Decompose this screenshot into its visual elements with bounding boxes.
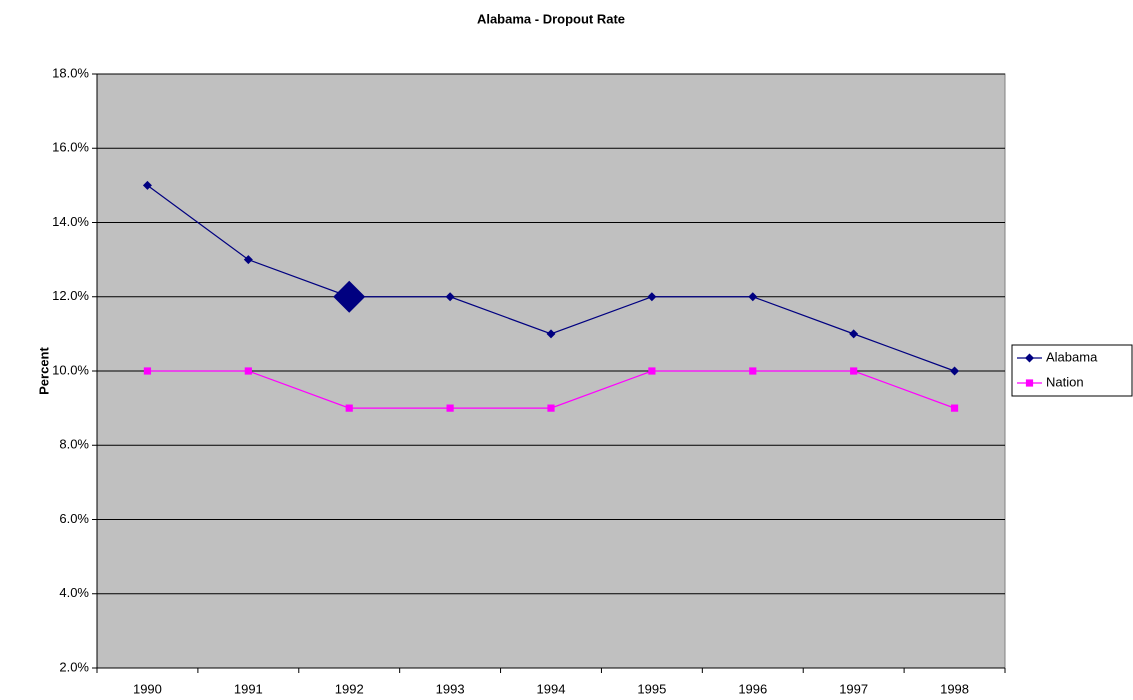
x-tick-label: 1993 bbox=[436, 681, 465, 696]
x-tick-label: 1992 bbox=[335, 681, 364, 696]
x-tick-label: 1994 bbox=[537, 681, 566, 696]
y-tick-label: 2.0% bbox=[59, 659, 89, 674]
y-tick-label: 4.0% bbox=[59, 585, 89, 600]
data-point bbox=[143, 367, 152, 375]
data-point bbox=[243, 255, 253, 265]
y-tick-label: 14.0% bbox=[52, 214, 89, 229]
data-point bbox=[547, 404, 555, 412]
x-tick-label: 1998 bbox=[940, 681, 969, 696]
legend-label: Nation bbox=[1046, 374, 1084, 389]
data-point bbox=[749, 367, 757, 375]
data-point bbox=[850, 367, 858, 375]
y-tick-label: 18.0% bbox=[52, 65, 89, 80]
y-tick-label: 6.0% bbox=[59, 511, 89, 526]
x-tick-label: 1996 bbox=[738, 681, 767, 696]
y-tick-label: 12.0% bbox=[52, 288, 89, 303]
x-tick-label: 1995 bbox=[637, 681, 666, 696]
x-tick-label: 1997 bbox=[839, 681, 868, 696]
data-point bbox=[244, 367, 252, 375]
data-point bbox=[345, 404, 353, 412]
data-point bbox=[546, 329, 556, 339]
y-axis-label: Percent bbox=[36, 346, 51, 394]
chart-title: Alabama - Dropout Rate bbox=[477, 11, 625, 26]
data-point bbox=[142, 180, 152, 190]
data-point bbox=[333, 280, 366, 313]
x-tick-label: 1991 bbox=[234, 681, 263, 696]
y-tick-label: 10.0% bbox=[52, 362, 89, 377]
legend-box bbox=[1011, 344, 1133, 397]
data-point bbox=[446, 404, 454, 412]
data-point bbox=[849, 329, 859, 339]
data-point bbox=[445, 292, 455, 302]
data-point bbox=[647, 292, 657, 302]
y-tick-label: 16.0% bbox=[52, 140, 89, 155]
data-point bbox=[950, 404, 959, 412]
x-tick-label: 1990 bbox=[133, 681, 162, 696]
data-point bbox=[648, 367, 656, 375]
y-tick-label: 8.0% bbox=[59, 437, 89, 452]
legend-marker bbox=[1025, 353, 1034, 363]
legend-label: Alabama bbox=[1046, 349, 1098, 364]
data-point bbox=[748, 292, 758, 302]
legend-marker bbox=[1025, 379, 1034, 387]
data-point bbox=[950, 366, 960, 376]
